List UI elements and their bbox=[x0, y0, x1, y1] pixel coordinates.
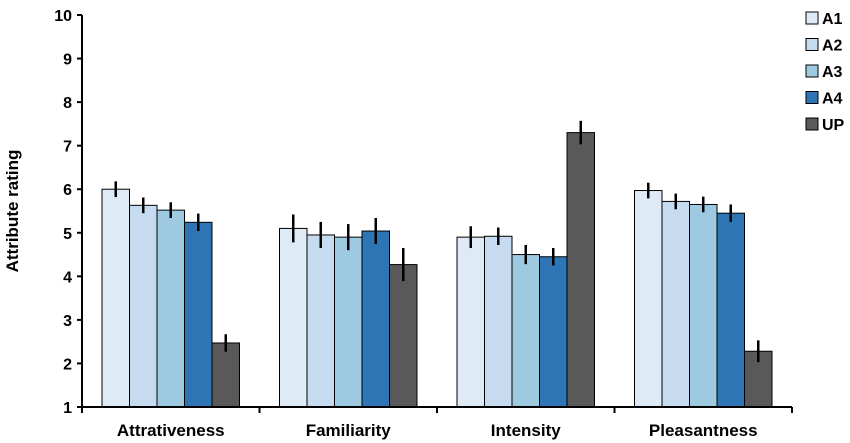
bar-a4-3 bbox=[716, 212, 745, 408]
bar-up-2 bbox=[566, 132, 595, 408]
y-tick-label-9: 9 bbox=[63, 52, 72, 69]
bar-a2-3 bbox=[661, 200, 690, 408]
bar-a3-3 bbox=[689, 203, 718, 408]
axes-layer: Attrativeness Familiarity Intensity Pleasan… bbox=[54, 8, 793, 440]
bar-a3-0 bbox=[156, 209, 185, 408]
error-bars-layer bbox=[114, 120, 760, 363]
legend-label-a3: A3 bbox=[822, 64, 843, 81]
bar-up-0 bbox=[211, 342, 240, 408]
y-tick-label-1: 1 bbox=[63, 400, 72, 417]
legend-swatch-a1 bbox=[805, 11, 819, 25]
bar-a3-1 bbox=[334, 236, 363, 408]
bar-a2-1 bbox=[306, 234, 335, 408]
bar-up-1 bbox=[389, 264, 418, 408]
y-axis-title: Attribute rating bbox=[3, 150, 22, 273]
bar-a4-0 bbox=[184, 221, 213, 408]
legend-label-a1: A1 bbox=[822, 11, 843, 28]
legend-label-a2: A2 bbox=[822, 38, 843, 55]
bars-layer bbox=[101, 132, 773, 408]
x-tick-label-1: Familiarity bbox=[306, 421, 392, 440]
legend-swatch-a3 bbox=[805, 64, 819, 78]
legend: A1 A2 A3 A4 UP bbox=[805, 11, 845, 134]
bar-a1-2 bbox=[456, 236, 485, 408]
y-tick-label-7: 7 bbox=[63, 139, 72, 156]
bar-a3-2 bbox=[511, 254, 540, 408]
y-tick-label-4: 4 bbox=[63, 269, 72, 286]
bar-a2-0 bbox=[129, 204, 158, 408]
bar-a2-2 bbox=[484, 235, 513, 408]
x-tick-label-3: Pleasantness bbox=[649, 421, 758, 440]
legend-label-up: UP bbox=[822, 117, 845, 134]
bar-a4-2 bbox=[539, 256, 568, 408]
y-tick-label-2: 2 bbox=[63, 356, 72, 373]
bar-a1-1 bbox=[279, 227, 308, 408]
y-tick-label-10: 10 bbox=[54, 8, 72, 25]
legend-swatch-up bbox=[805, 117, 819, 131]
bar-a4-1 bbox=[361, 230, 390, 408]
x-tick-label-2: Intensity bbox=[491, 421, 561, 440]
legend-swatch-a2 bbox=[805, 38, 819, 51]
y-tick-label-8: 8 bbox=[63, 95, 72, 112]
legend-label-a4: A4 bbox=[822, 91, 843, 108]
y-tick-label-6: 6 bbox=[63, 182, 72, 199]
legend-swatch-a4 bbox=[805, 91, 819, 104]
y-tick-label-5: 5 bbox=[63, 226, 72, 243]
x-tick-label-0: Attrativeness bbox=[117, 421, 225, 440]
y-tick-label-3: 3 bbox=[63, 313, 72, 330]
bar-a1-3 bbox=[634, 190, 663, 408]
bar-a1-0 bbox=[101, 188, 130, 408]
